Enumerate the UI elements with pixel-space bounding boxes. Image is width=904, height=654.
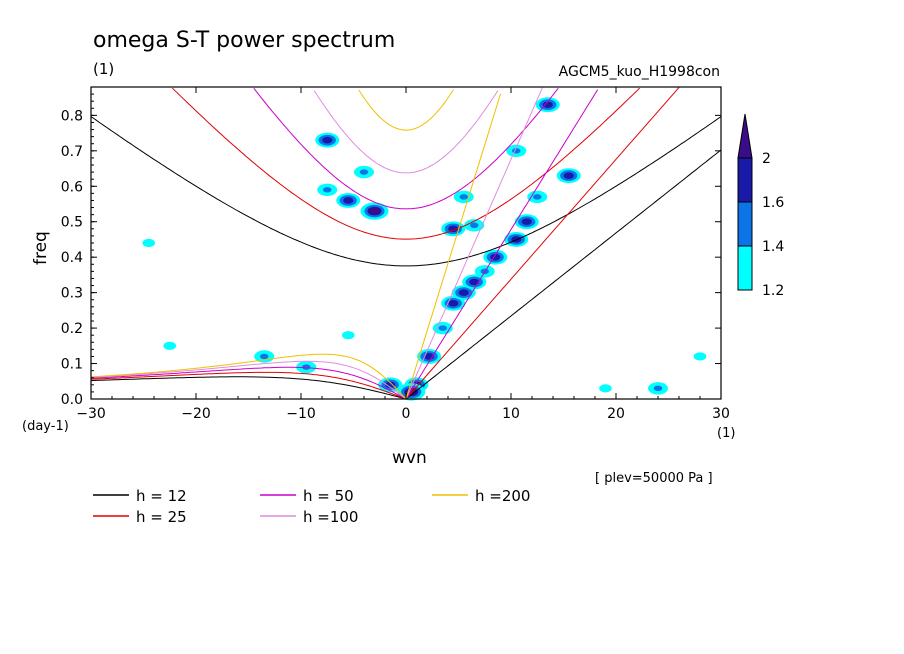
power-region: [448, 225, 459, 233]
gravity-wave-curve: [253, 87, 559, 210]
colorbar-segment: [737, 245, 753, 291]
gravity-wave-curve: [313, 90, 499, 174]
colorbar-segment: [737, 201, 753, 247]
chart-title: omega S-T power spectrum: [93, 28, 395, 53]
legend-label: h =200: [475, 487, 530, 505]
power-region: [459, 194, 468, 200]
curve-legend: h = 12 h = 25 h = 50 h =100 h =200: [93, 487, 530, 526]
rossby-wave-curve: [90, 353, 407, 400]
legend-label: h =100: [303, 508, 358, 526]
rossby-wave-curve: [90, 376, 407, 400]
power-region: [693, 352, 707, 361]
y-tick-label: 0.6: [61, 179, 83, 195]
kelvin-wave-curve: [405, 89, 599, 400]
y-tick-label: 0.5: [61, 215, 83, 231]
colorbar-label: 1.4: [762, 239, 784, 255]
power-region: [368, 207, 381, 215]
x-unit-label: (1): [717, 426, 735, 441]
chart-unit: (1): [93, 60, 114, 78]
heatmap-layer: [142, 97, 707, 401]
curve-group-h100: [90, 87, 543, 400]
gravity-wave-curve: [172, 87, 640, 240]
kelvin-wave-curve: [405, 149, 722, 400]
power-region: [448, 299, 459, 307]
power-region: [533, 194, 542, 200]
legend-label: h = 50: [303, 487, 354, 505]
power-region: [521, 218, 532, 226]
y-tick-label: 0.8: [61, 108, 83, 124]
plot-frame: [90, 86, 722, 400]
y-tick-label: 0.7: [61, 144, 83, 160]
colorbar-segment: [737, 157, 753, 203]
power-region: [599, 384, 612, 393]
colorbar: 2 1.6 1.4 1.2: [737, 113, 784, 299]
colorbar-label: 2: [762, 151, 771, 167]
level-label: [ plev=50000 Pa ]: [595, 471, 713, 486]
rossby-wave-curve: [90, 360, 407, 400]
legend-label: h = 25: [136, 508, 187, 526]
rossby-wave-curve: [90, 371, 407, 400]
kelvin-wave-curve: [405, 87, 543, 400]
gravity-wave-curve: [358, 89, 454, 131]
y-tick-label: 0.0: [61, 392, 83, 408]
power-region: [302, 364, 311, 370]
colorbar-label: 1.6: [762, 195, 784, 211]
curve-group-h50: [90, 87, 599, 400]
power-region: [470, 222, 479, 229]
x-tick-label: 20: [607, 406, 625, 422]
power-region: [385, 381, 396, 389]
x-tick-label: −10: [286, 406, 316, 422]
power-region: [469, 278, 480, 286]
power-region: [359, 169, 369, 175]
colorbar-extend: [737, 113, 753, 159]
curve-group-h25: [90, 87, 680, 400]
power-region: [323, 187, 332, 193]
axes: −30 −20 −10 0 10 20 30 0.0 0.1 0.2 0.3 0.4 0.5 0.6 0.7…: [61, 87, 730, 422]
x-tick-label: −30: [76, 406, 106, 422]
power-region: [341, 331, 355, 340]
experiment-label: AGCM5_kuo_H1998con: [559, 64, 720, 80]
power-region: [163, 341, 177, 350]
kelvin-wave-curve: [405, 93, 501, 400]
y-tick-label: 0.1: [61, 357, 83, 373]
x-tick-label: 10: [502, 406, 520, 422]
y-axis-label: freq: [31, 231, 51, 265]
y-tick-label: 0.4: [61, 250, 83, 266]
x-axis-label: wvn: [392, 448, 427, 468]
x-tick-label: 0: [402, 406, 411, 422]
x-tick-label: 30: [712, 406, 730, 422]
curve-group-h200: [90, 89, 501, 400]
y-tick-label: 0.2: [61, 321, 83, 337]
power-region: [563, 172, 574, 179]
power-region: [458, 289, 469, 296]
power-region: [542, 101, 553, 109]
power-region: [142, 238, 156, 248]
power-region: [343, 197, 354, 204]
rossby-wave-curve: [90, 366, 407, 400]
kelvin-wave-curve: [405, 87, 680, 400]
curve-group-h12: [90, 116, 722, 400]
dispersion-curves: [90, 87, 722, 400]
legend-label: h = 12: [136, 487, 187, 505]
x-tick-label: −20: [181, 406, 211, 422]
colorbar-label: 1.2: [762, 283, 784, 299]
gravity-wave-curve: [90, 116, 722, 267]
power-region: [438, 325, 447, 331]
power-region: [653, 385, 663, 392]
power-region: [322, 136, 333, 144]
y-tick-label: 0.3: [61, 286, 83, 302]
y-unit-label: (day-1): [22, 419, 69, 434]
power-region: [260, 353, 269, 360]
